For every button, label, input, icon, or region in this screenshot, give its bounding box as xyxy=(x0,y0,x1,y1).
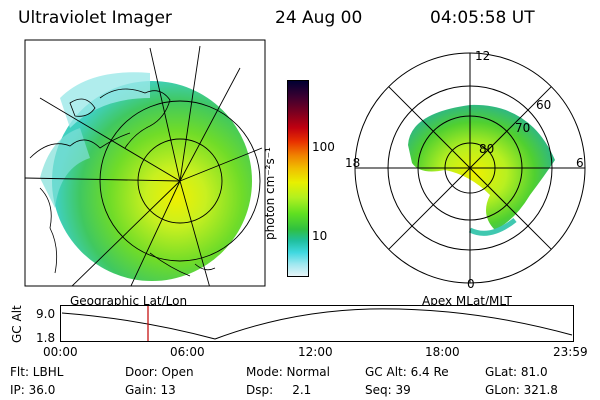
instrument-title: Ultraviolet Imager xyxy=(18,8,172,28)
time-tick-0000: 00:00 xyxy=(43,345,78,359)
time-label: 04:05:58 UT xyxy=(430,8,535,28)
color-scale-bar xyxy=(287,80,309,277)
info-ip: IP: 36.0 xyxy=(10,383,56,397)
time-tick-2359: 23:59 xyxy=(553,345,588,359)
mlt-label-18: 18 xyxy=(345,156,360,170)
gc-alt-tick-low: 1.8 xyxy=(36,331,56,345)
earth-disk xyxy=(52,81,252,281)
colorbar-unit-label: photon cm⁻²s⁻¹ xyxy=(263,147,277,240)
lat-label-60: 60 xyxy=(536,98,551,112)
info-gc-alt: GC Alt: 6.4 Re xyxy=(365,365,449,379)
altitude-curve xyxy=(61,308,573,340)
colorbar-tick-100: 100 xyxy=(312,140,335,154)
info-filter: Flt: LBHL xyxy=(10,365,64,379)
geographic-aurora-image xyxy=(24,39,266,287)
info-gain: Gain: 13 xyxy=(125,383,176,397)
info-mode: Mode: Normal xyxy=(246,365,330,379)
info-door: Door: Open xyxy=(125,365,194,379)
timeline-right-label: Apex MLat/MLT xyxy=(422,294,512,308)
gc-alt-axis-label: GC Alt xyxy=(10,305,24,343)
mlt-label-6: 6 xyxy=(576,156,584,170)
info-glat: GLat: 81.0 xyxy=(485,365,548,379)
time-tick-1200: 12:00 xyxy=(298,345,333,359)
info-dsp: Dsp: 2.1 xyxy=(246,383,312,397)
altitude-timeline xyxy=(60,305,574,342)
lat-label-70: 70 xyxy=(515,121,530,135)
time-tick-0600: 06:00 xyxy=(170,345,205,359)
colorbar-tick-10: 10 xyxy=(312,229,328,243)
gc-alt-tick-high: 9.0 xyxy=(36,307,56,321)
timeline-left-label: Geographic Lat/Lon xyxy=(70,294,188,308)
auroral-oval xyxy=(408,104,555,230)
time-tick-1800: 18:00 xyxy=(425,345,460,359)
info-glon: GLon: 321.8 xyxy=(485,383,558,397)
date-label: 24 Aug 00 xyxy=(275,8,363,28)
lat-label-80: 80 xyxy=(479,142,494,156)
polar-mlt-plot: 12 6 0 18 60 70 80 xyxy=(345,49,586,290)
mlt-label-0: 0 xyxy=(467,277,475,290)
info-seq: Seq: 39 xyxy=(365,383,411,397)
mlt-label-12: 12 xyxy=(475,49,490,63)
